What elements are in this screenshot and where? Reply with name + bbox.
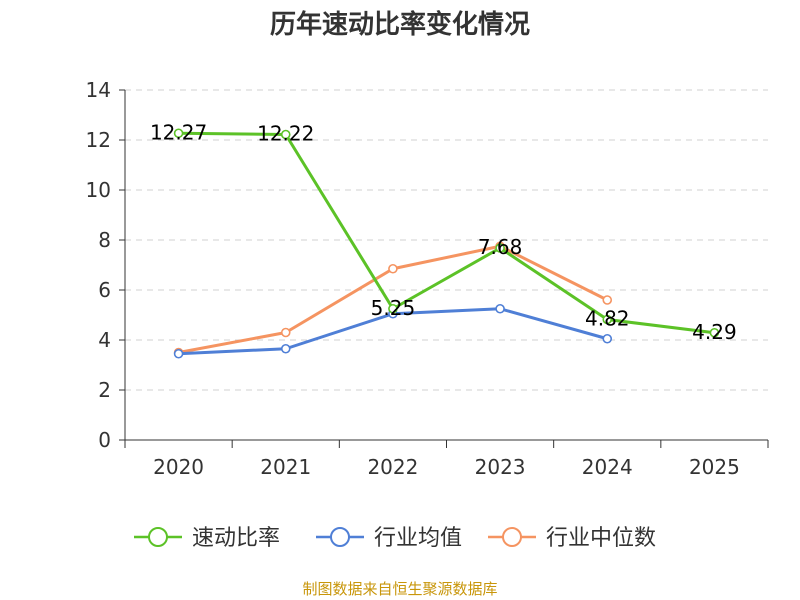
x-tick-label-2023: 2023 (475, 455, 526, 479)
series-2-point-2023 (495, 303, 505, 314)
y-tick-label-14: 14 (86, 78, 111, 102)
series-1-point-2025 (709, 327, 720, 338)
x-tick-label-2020: 2020 (153, 455, 204, 479)
series-line-1 (178, 131, 715, 335)
series-2-point-2021 (280, 343, 291, 354)
y-tick-label-12: 12 (86, 128, 111, 152)
legend-marker-3 (502, 527, 522, 547)
y-tick-label-2: 2 (98, 378, 111, 402)
series-1-point-2024 (602, 314, 613, 325)
legend-label-3: 行业中位数 (546, 526, 656, 551)
x-tick-label-2022: 2022 (367, 455, 418, 479)
legend-label-2: 行业均值 (374, 526, 462, 551)
series-3-point-2022 (388, 263, 398, 274)
legend-label-1: 速动比率 (192, 526, 280, 551)
series-3-point-2021 (280, 327, 291, 338)
axes: 0 2 4 6 8 10 12 14 2020 2021 2022 2023 2024 2025 (86, 78, 769, 479)
source-note: 制图数据来自恒生聚源数据库 (302, 580, 497, 598)
y-tick-label-4: 4 (98, 328, 111, 352)
legend: 速动比率 行业均值 行业中位数 (134, 526, 656, 551)
series-2-point-2024 (602, 333, 613, 344)
data-label-2021: 12.22 (257, 122, 314, 146)
data-label-2023: 7.68 (478, 235, 523, 259)
data-label-2025: 4.29 (692, 320, 737, 344)
data-label-2020: 12.27 (150, 120, 207, 144)
y-tick-label-6: 6 (98, 278, 111, 302)
series-1-point-2022 (388, 303, 398, 314)
series-2-point-2020 (173, 348, 184, 359)
x-tick-label-2024: 2024 (582, 455, 633, 479)
data-label-2022: 5.25 (371, 296, 416, 320)
x-tick-label-2025: 2025 (689, 455, 740, 479)
data-labels: 12.27 12.22 5.25 7.68 4.82 4.29 (150, 120, 737, 344)
series-group (173, 128, 720, 359)
x-tick-label-2021: 2021 (260, 455, 311, 479)
series-3-point-2024 (602, 295, 613, 305)
series-1-point-2020 (173, 128, 184, 139)
data-label-2024: 4.82 (585, 307, 630, 331)
legend-marker-2 (330, 527, 350, 547)
y-tick-label-8: 8 (98, 228, 111, 252)
y-tick-label-10: 10 (86, 178, 111, 202)
series-1-point-2023 (495, 243, 505, 253)
grid-lines (125, 89, 768, 391)
chart-title: 历年速动比率变化情况 (270, 9, 530, 40)
legend-marker-1 (148, 527, 168, 547)
series-1-point-2021 (280, 129, 291, 140)
y-tick-label-0: 0 (98, 428, 111, 452)
